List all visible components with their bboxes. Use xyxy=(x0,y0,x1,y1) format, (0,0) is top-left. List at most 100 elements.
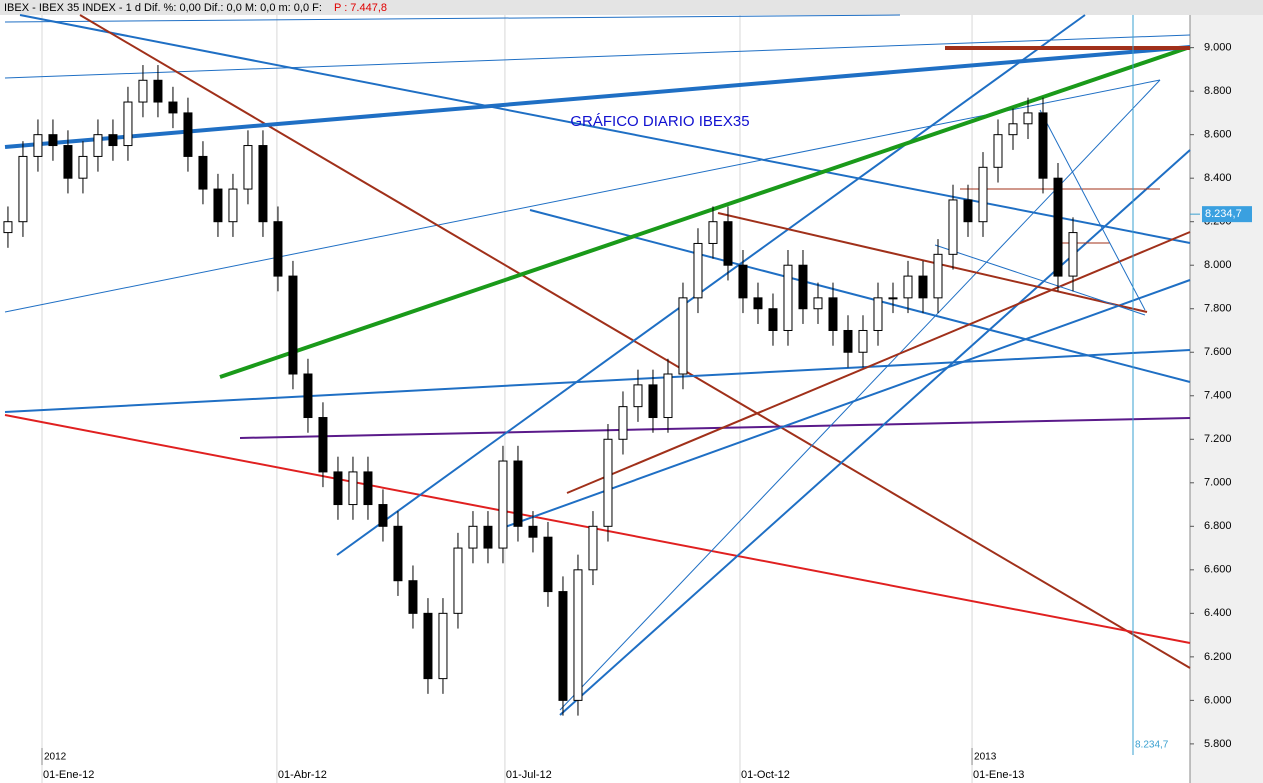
y-tick-label: 8.000 xyxy=(1204,259,1232,271)
trendline xyxy=(4,34,1191,79)
candle-body xyxy=(558,591,568,701)
candle-body xyxy=(888,297,898,300)
candle-body xyxy=(678,297,688,375)
candle-body xyxy=(618,406,628,440)
candle-body xyxy=(258,145,268,223)
candle-body xyxy=(933,253,943,299)
candle-body xyxy=(858,329,868,353)
candle-body xyxy=(873,297,883,331)
candle-body xyxy=(948,199,958,255)
y-tick-label: 6.800 xyxy=(1204,520,1232,532)
candle-body xyxy=(33,134,43,157)
trendline xyxy=(566,231,1191,494)
candle-body xyxy=(423,612,433,680)
y-tick-label: 7.600 xyxy=(1204,346,1232,358)
trendline xyxy=(4,14,901,23)
cursor-label: 8.234,7 xyxy=(1135,740,1169,751)
candle-body xyxy=(153,79,163,103)
candle-body xyxy=(438,612,448,680)
candle-body xyxy=(1068,232,1078,277)
header-price: P : 7.447,8 xyxy=(334,2,387,14)
candle-body xyxy=(633,384,643,408)
candle-body xyxy=(753,297,763,310)
candle-body xyxy=(963,199,973,223)
y-tick-label: 7.200 xyxy=(1204,433,1232,445)
candle-body xyxy=(138,79,148,103)
x-tick-label: 01-Ene-12 xyxy=(43,769,94,781)
candle-body xyxy=(228,188,238,223)
candle-body xyxy=(288,275,298,375)
candle-body xyxy=(708,221,718,244)
candle-body xyxy=(738,264,748,299)
year-label: 2013 xyxy=(974,752,997,763)
candle-body xyxy=(1053,177,1063,277)
header-text: IBEX - IBEX 35 INDEX - 1 d Dif. %: 0,00 … xyxy=(4,2,322,14)
candle-body xyxy=(3,221,13,234)
candle-body xyxy=(363,471,373,506)
y-tick-label: 6.000 xyxy=(1204,694,1232,706)
candle-body xyxy=(318,417,328,473)
candle-body xyxy=(213,188,223,223)
candle-body xyxy=(693,242,703,299)
trendline xyxy=(4,414,1191,644)
candle-body xyxy=(828,297,838,331)
candle-body xyxy=(303,373,313,419)
last-price-box xyxy=(1202,206,1252,223)
trendline xyxy=(4,349,1191,413)
x-tick-label: 01-Jul-12 xyxy=(506,769,552,781)
year-label: 2012 xyxy=(44,752,67,763)
candle-body xyxy=(918,275,928,299)
y-tick-label: 8.600 xyxy=(1204,129,1232,141)
candle-body xyxy=(588,525,598,571)
candle-body xyxy=(348,471,358,506)
trendline xyxy=(1039,109,1146,311)
candle-body xyxy=(393,525,403,582)
y-tick-label: 6.400 xyxy=(1204,607,1232,619)
candle-body xyxy=(798,264,808,310)
candle-body xyxy=(1008,123,1018,136)
candle-body xyxy=(978,166,988,223)
candle-body xyxy=(663,373,673,419)
candle-body xyxy=(183,112,193,157)
y-axis-panel xyxy=(1190,15,1263,783)
trendline xyxy=(239,417,1191,439)
candle-body xyxy=(243,145,253,190)
x-tick-label: 01-Oct-12 xyxy=(741,769,790,781)
trendline xyxy=(504,279,1191,528)
x-tick-label: 01-Abr-12 xyxy=(278,769,327,781)
candle-body xyxy=(123,101,133,147)
candle-body xyxy=(18,155,28,223)
y-tick-label: 8.400 xyxy=(1204,172,1232,184)
candle-body xyxy=(543,536,553,593)
y-tick-label: 7.000 xyxy=(1204,477,1232,489)
candle-body xyxy=(513,460,523,527)
trendline xyxy=(4,45,1191,149)
candle-body xyxy=(528,525,538,538)
candle-body xyxy=(48,134,58,147)
y-tick-label: 6.600 xyxy=(1204,564,1232,576)
trendline xyxy=(559,149,1191,716)
trendline xyxy=(336,14,1086,556)
header-bar xyxy=(0,0,1263,15)
candle-body xyxy=(993,134,1003,168)
trendline xyxy=(717,212,1148,313)
candle-body xyxy=(453,547,463,614)
candle-body xyxy=(408,580,418,614)
trendline xyxy=(934,244,1146,316)
candle-body xyxy=(78,155,88,179)
trendline xyxy=(4,79,1161,313)
candle-body xyxy=(1038,112,1048,179)
annotation: GRÁFICO DIARIO IBEX35 xyxy=(570,113,749,130)
candle-body xyxy=(648,384,658,419)
y-tick-label: 7.800 xyxy=(1204,303,1232,315)
candle-body xyxy=(63,145,73,179)
candle-body xyxy=(168,101,178,114)
candle-body xyxy=(198,155,208,190)
candle-body xyxy=(813,297,823,310)
y-tick-label: 8.800 xyxy=(1204,85,1232,97)
candle-body xyxy=(783,264,793,331)
y-tick-label: 5.800 xyxy=(1204,738,1232,750)
candle-body xyxy=(1023,112,1033,125)
y-tick-label: 7.400 xyxy=(1204,390,1232,402)
